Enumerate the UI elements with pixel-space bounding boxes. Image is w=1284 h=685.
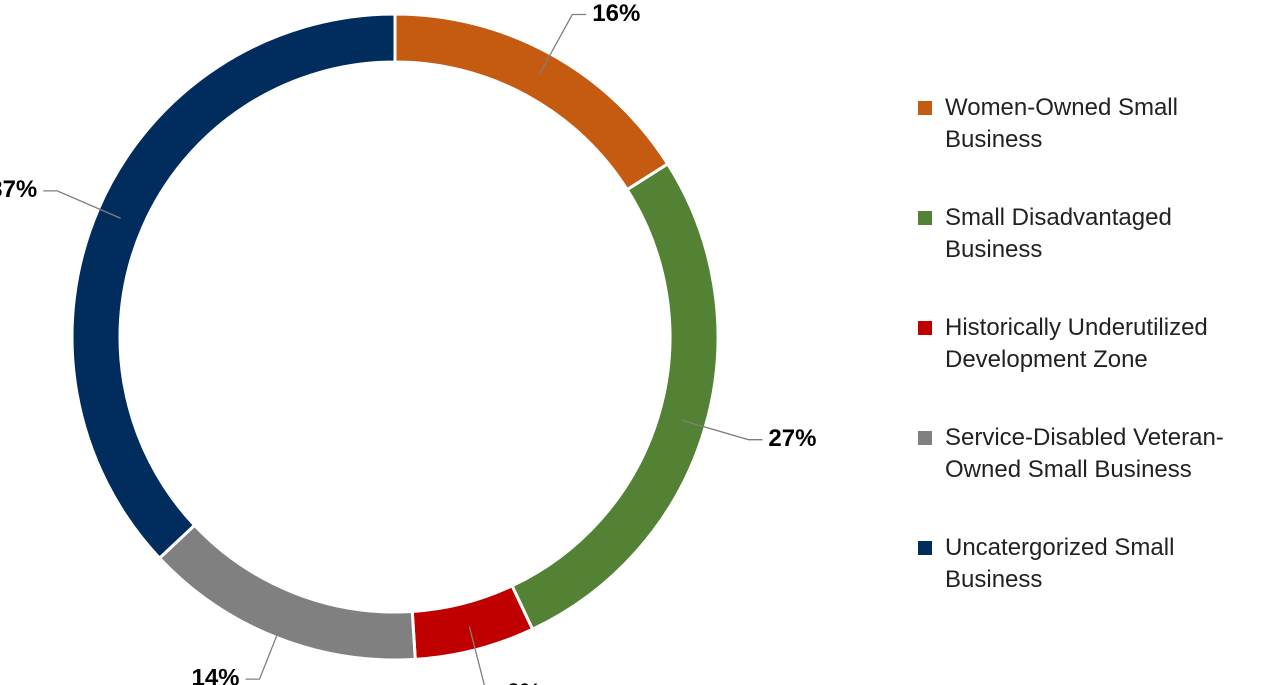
data-label: 6%: [507, 679, 542, 685]
legend-swatch: [918, 101, 932, 115]
leader-line: [43, 190, 121, 219]
legend-swatch: [918, 321, 932, 335]
leader-line: [468, 626, 486, 685]
data-label: 14%: [191, 665, 239, 685]
slice: [510, 161, 720, 632]
legend-swatch: [918, 541, 932, 555]
slice: [157, 523, 417, 662]
legend-label: Women-Owned Small Business: [945, 94, 1178, 153]
legend-label: Small Disadvantaged Business: [945, 204, 1172, 263]
legend-label: Uncatergorized Small Business: [945, 534, 1175, 593]
slice: [393, 12, 670, 192]
slice: [70, 12, 397, 561]
legend-swatch: [918, 431, 932, 445]
data-label: 37%: [0, 176, 37, 203]
data-label: 27%: [768, 425, 816, 452]
legend-item: Women-Owned Small Business: [918, 92, 1278, 156]
legend-label: Historically Underutilized Development Z…: [945, 314, 1208, 373]
data-label: 16%: [592, 0, 640, 27]
legend-item: Small Disadvantaged Business: [918, 202, 1278, 266]
leader-line: [538, 13, 587, 76]
legend-item: Historically Underutilized Development Z…: [918, 312, 1278, 376]
leader-line: [245, 614, 286, 680]
legend-label: Service-Disabled Veteran-Owned Small Bus…: [945, 424, 1224, 483]
slice: [410, 583, 535, 661]
legend-swatch: [918, 211, 932, 225]
leader-line: [681, 419, 763, 441]
legend-item: Uncatergorized Small Business: [918, 532, 1278, 596]
legend-item: Service-Disabled Veteran-Owned Small Bus…: [918, 422, 1278, 486]
